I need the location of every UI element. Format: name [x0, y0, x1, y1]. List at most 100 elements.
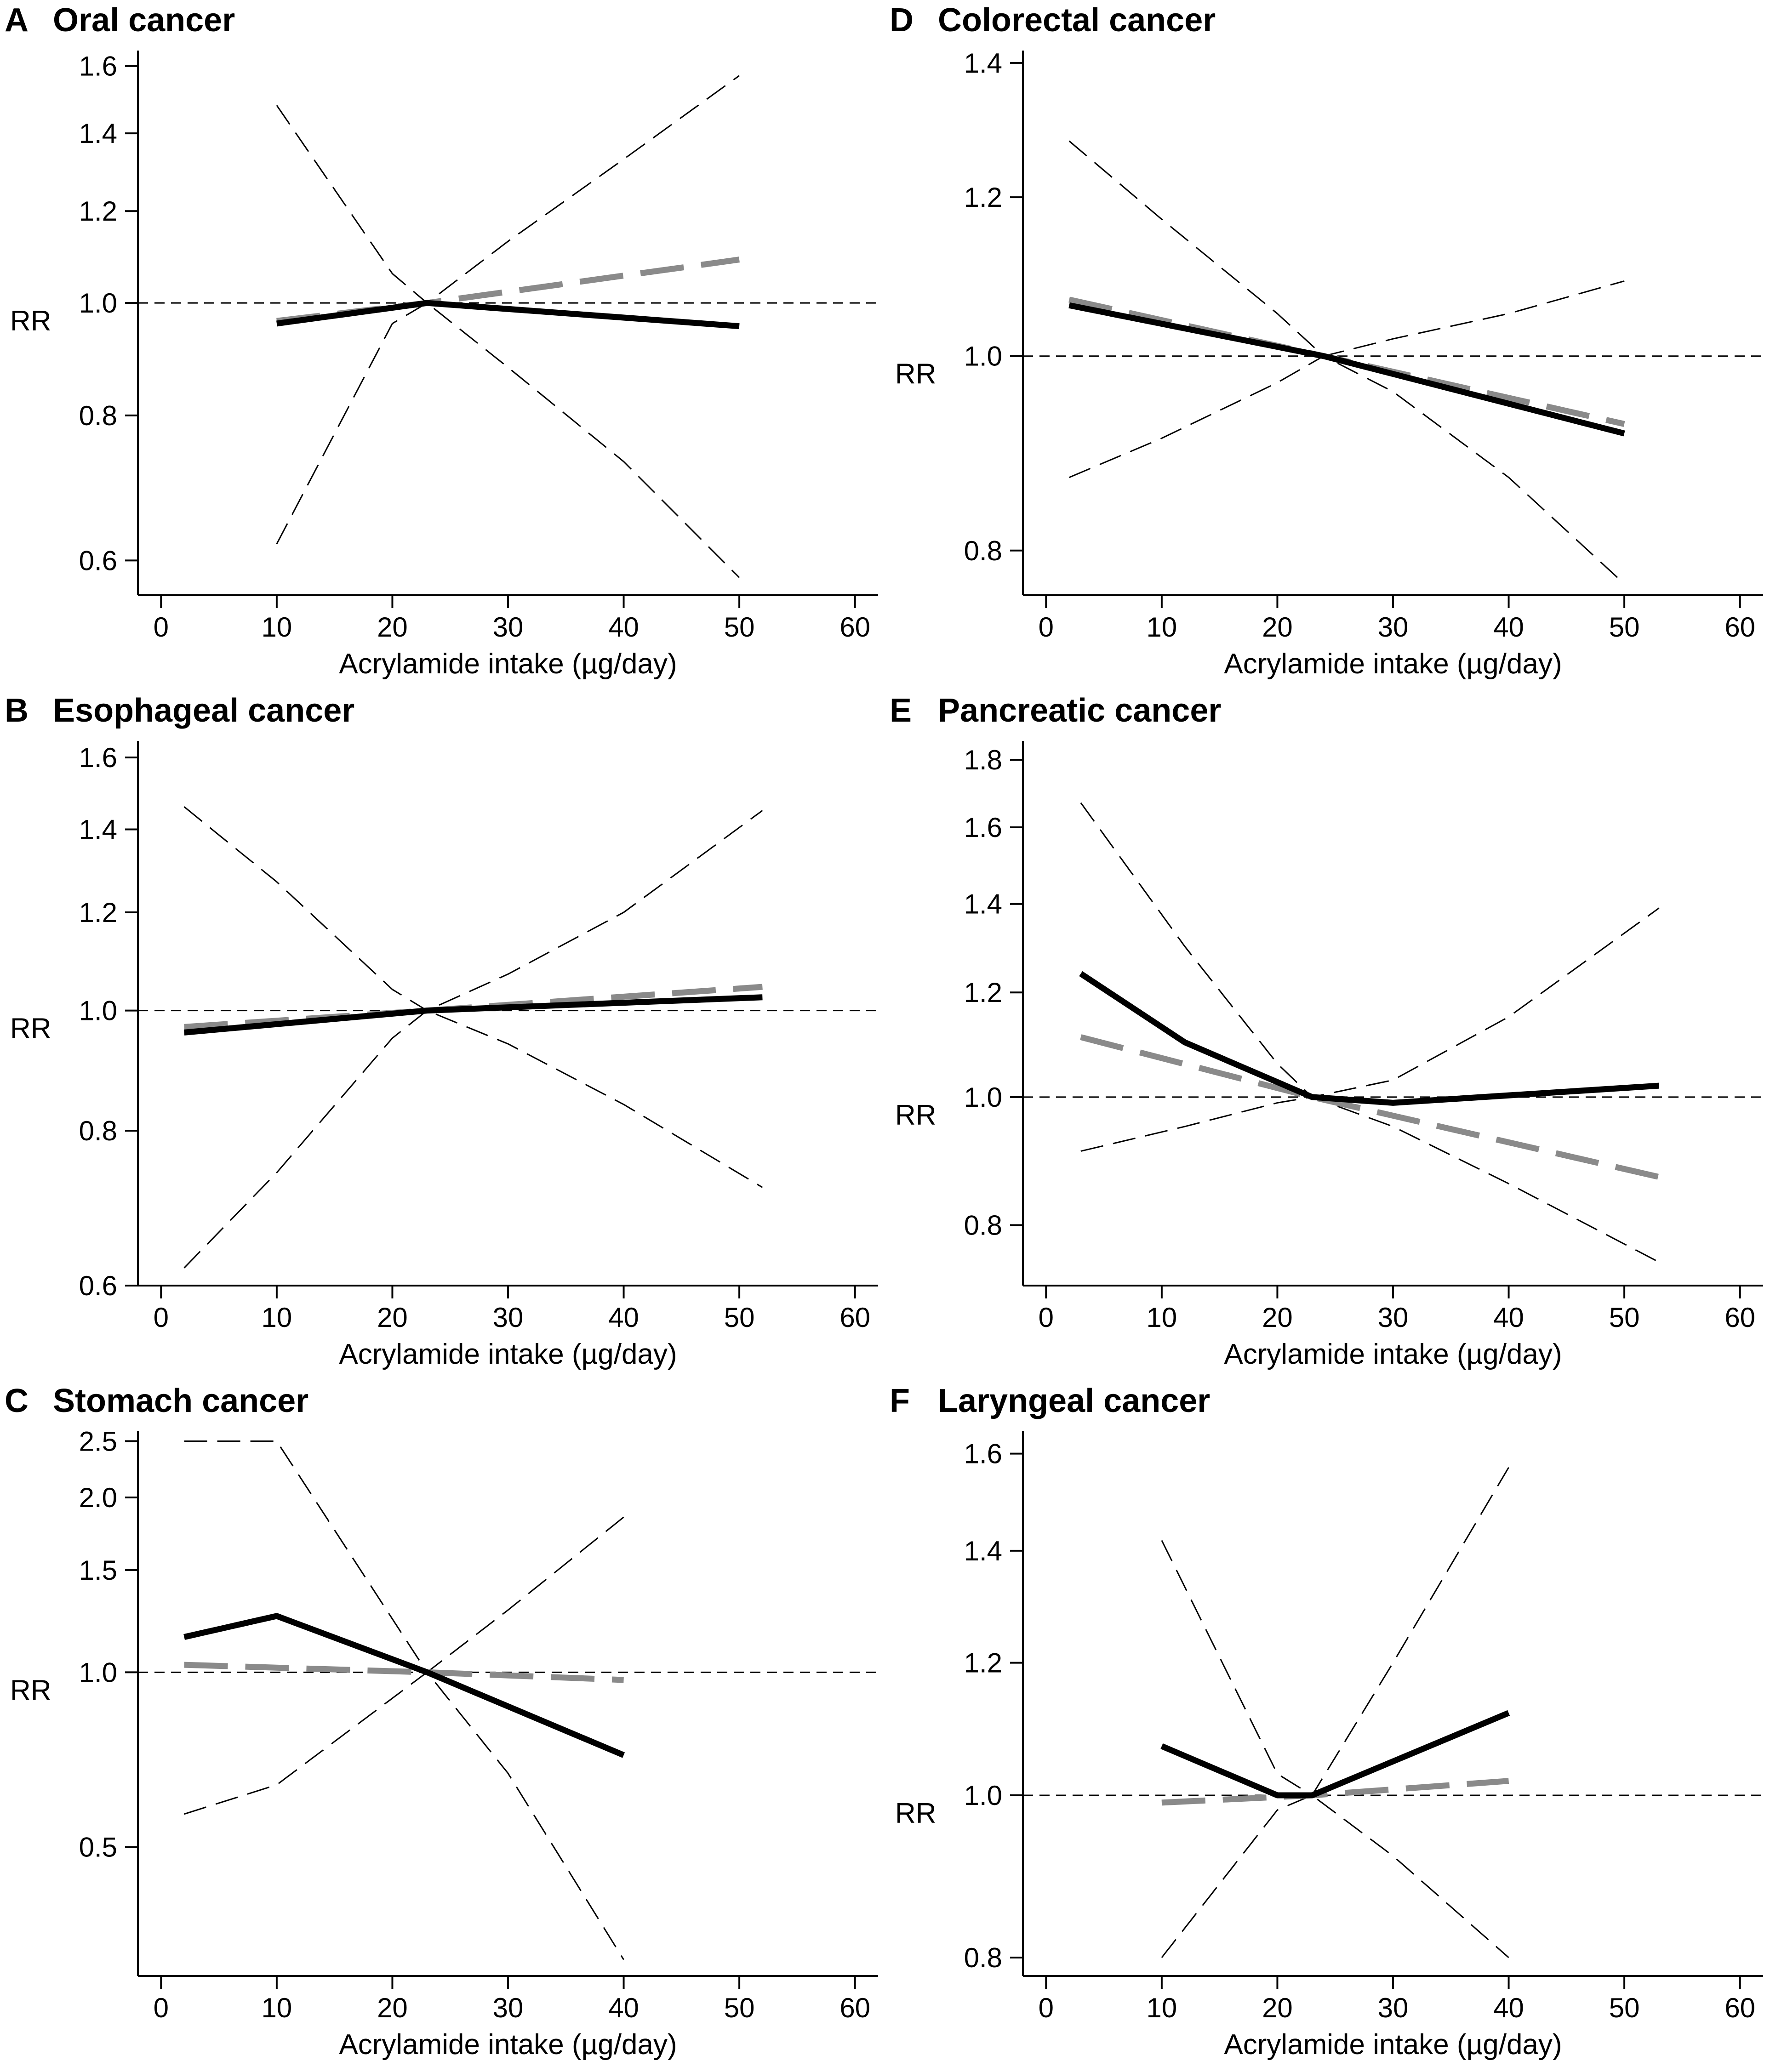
x-tick-label: 50: [724, 612, 755, 643]
y-tick-label: 1.0: [964, 341, 1002, 372]
panel-letter: F: [890, 1383, 910, 1419]
y-tick-label: 1.4: [964, 889, 1002, 920]
x-tick-label: 20: [1262, 1302, 1293, 1333]
y-tick-label: 0.6: [79, 1270, 117, 1301]
y-tick-label: 1.4: [79, 118, 117, 149]
y-tick-label: 1.2: [79, 897, 117, 928]
x-tick-label: 60: [1724, 612, 1755, 643]
x-tick-label: 30: [1378, 1302, 1409, 1333]
series-line-dashed-gray: [1080, 1034, 1660, 1180]
x-tick-label: 50: [1609, 1302, 1640, 1333]
x-tick-label: 50: [724, 1302, 755, 1333]
chart-title: Pancreatic cancer: [938, 692, 1221, 729]
x-tick-label: 0: [154, 612, 169, 643]
panel-letter: C: [5, 1383, 29, 1419]
x-tick-label: 10: [262, 1992, 292, 2023]
chart-svg: F Laryngeal cancer 0 10 20 30 40 50 60 0.8 1.0 1.2 1…: [890, 1383, 1763, 2061]
series-line-solid-black: [1079, 971, 1660, 1106]
panel-esophageal-cancer: B Esophageal cancer 0 10 20 30 40 50 60 0.6 0.8 1.0…: [0, 690, 885, 1381]
y-tick-label: 1.0: [79, 996, 117, 1026]
x-tick-label: 30: [1378, 1992, 1409, 2023]
x-tick-label: 20: [1262, 612, 1293, 643]
series-line-solid-black: [1068, 302, 1625, 437]
x-axis-label: Acrylamide intake (µg/day): [339, 648, 677, 680]
chart-svg: D Colorectal cancer 0 10 20 30 40 50 60 0.8 1.0 1.2…: [890, 2, 1763, 680]
panel-colorectal-cancer: D Colorectal cancer 0 10 20 30 40 50 60 0.8 1.0 1.2…: [885, 0, 1770, 690]
chart-title: Oral cancer: [53, 2, 235, 39]
x-axis-label: Acrylamide intake (µg/day): [1224, 2029, 1562, 2061]
series-line-ci-dashed: [276, 302, 740, 578]
panel-letter: E: [890, 692, 912, 729]
x-axis-label: Acrylamide intake (µg/day): [1224, 1338, 1562, 1370]
y-tick-label: 1.4: [79, 814, 117, 845]
y-tick-label: 1.0: [79, 1657, 117, 1688]
x-tick-label: 40: [1493, 612, 1524, 643]
y-tick-label: 1.4: [964, 1536, 1002, 1566]
y-axis-label: RR: [10, 1674, 51, 1706]
x-tick-label: 40: [608, 1992, 639, 2023]
series-line-ci-dashed: [1161, 1794, 1509, 1958]
x-tick-label: 10: [1147, 612, 1177, 643]
y-tick-label: 0.8: [964, 535, 1002, 566]
x-tick-label: 10: [262, 1302, 292, 1333]
x-tick-label: 0: [154, 1302, 169, 1333]
x-tick-label: 20: [377, 1992, 408, 2023]
y-tick-label: 1.5: [79, 1555, 117, 1586]
y-tick-label: 0.8: [79, 400, 117, 431]
series-line-ci-dashed: [184, 1671, 624, 1960]
x-tick-label: 40: [608, 1302, 639, 1333]
y-tick-label: 1.2: [964, 182, 1002, 213]
series-line-ci-dashed: [1080, 1096, 1660, 1263]
x-tick-label: 50: [724, 1992, 755, 2023]
x-tick-label: 0: [1039, 1302, 1054, 1333]
panel-letter: D: [890, 2, 914, 39]
panel-stomach-cancer: C Stomach cancer 0 10 20 30 40 50 60 0.5 1.0 1.5 2.0…: [0, 1381, 885, 2071]
panel-letter: A: [5, 2, 29, 39]
y-tick-label: 1.6: [964, 812, 1002, 843]
series-line-ci-dashed: [184, 1440, 624, 1673]
x-tick-label: 30: [1378, 612, 1409, 643]
y-tick-label: 1.2: [964, 1648, 1002, 1679]
y-tick-label: 1.2: [79, 196, 117, 227]
x-tick-label: 60: [839, 1302, 870, 1333]
x-tick-label: 10: [262, 612, 292, 643]
x-tick-label: 60: [1724, 1992, 1755, 2023]
chart-title: Esophageal cancer: [53, 692, 354, 729]
x-tick-label: 60: [839, 1992, 870, 2023]
y-axis-label: RR: [895, 1099, 936, 1131]
panel-laryngeal-cancer: F Laryngeal cancer 0 10 20 30 40 50 60 0.8 1.0 1.2 1…: [885, 1381, 1770, 2071]
panel-letter: B: [5, 692, 29, 729]
x-tick-label: 10: [1147, 1302, 1177, 1333]
chart-svg: C Stomach cancer 0 10 20 30 40 50 60 0.5 1.0 1.5 2.0…: [5, 1383, 878, 2061]
series-line-ci-dashed: [183, 806, 763, 1012]
x-tick-label: 20: [1262, 1992, 1293, 2023]
series-line-dashed-gray: [184, 984, 763, 1030]
chart-title: Colorectal cancer: [938, 2, 1216, 39]
x-tick-label: 60: [1724, 1302, 1755, 1333]
series-line-ci-dashed: [183, 1010, 763, 1269]
series-line-solid-black: [184, 994, 763, 1036]
y-tick-label: 2.0: [79, 1482, 117, 1513]
x-tick-label: 0: [154, 1992, 169, 2023]
x-tick-label: 10: [1147, 1992, 1177, 2023]
x-tick-label: 0: [1039, 1992, 1054, 2023]
x-tick-label: 50: [1609, 1992, 1640, 2023]
series-line-solid-black: [276, 300, 740, 330]
y-tick-label: 0.8: [79, 1116, 117, 1146]
x-tick-label: 50: [1609, 612, 1640, 643]
y-tick-label: 1.6: [964, 1439, 1002, 1469]
chart-svg: B Esophageal cancer 0 10 20 30 40 50 60 0.6 0.8 1.0…: [5, 692, 878, 1370]
y-tick-label: 1.2: [964, 977, 1002, 1008]
series-line-solid-black: [183, 1613, 625, 1758]
y-tick-label: 0.8: [964, 1210, 1002, 1241]
series-line-dashed-gray: [184, 1662, 624, 1683]
chart-svg: E Pancreatic cancer 0 10 20 30 40 50 60 0.8 1.0 1.2…: [890, 692, 1763, 1370]
y-axis-label: RR: [10, 305, 51, 337]
y-tick-label: 0.5: [79, 1832, 117, 1863]
chart-title: Laryngeal cancer: [938, 1383, 1210, 1419]
x-tick-label: 20: [377, 1302, 408, 1333]
series-line-ci-dashed: [276, 75, 740, 304]
x-tick-label: 40: [1493, 1992, 1524, 2023]
chart-svg: A Oral cancer 0 10 20 30 40 50 60 0.6 0.8 1.0 1.2 1.4…: [5, 2, 878, 680]
